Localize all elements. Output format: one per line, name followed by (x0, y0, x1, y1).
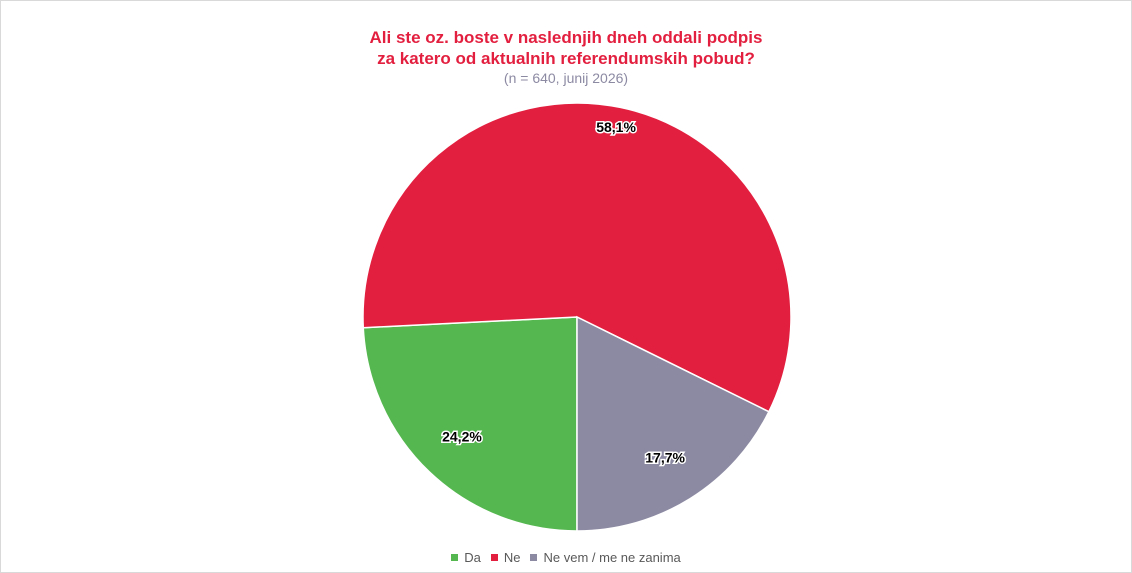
legend-swatch-ne-vem (530, 554, 538, 561)
chart-title-line-1: Ali ste oz. boste v naslednjih dneh odda… (369, 28, 763, 47)
legend-label-ne-vem: Ne vem / me ne zanima (543, 550, 681, 565)
data-label-da: 24,2% (442, 429, 482, 445)
chart-title-line-2: za katero od aktualnih referendumskih po… (377, 49, 755, 68)
legend-swatch-da (451, 554, 459, 561)
legend-item-ne: Ne (490, 550, 521, 565)
chart-title: Ali ste oz. boste v naslednjih dneh odda… (1, 27, 1131, 69)
pie-slice-ne-vem (576, 315, 770, 532)
legend-label-ne: Ne (503, 550, 521, 565)
legend: Da Ne Ne vem / me ne zanima (1, 550, 1131, 565)
legend-item-ne-vem: Ne vem / me ne zanima (530, 550, 681, 565)
pie-slice-da (362, 316, 578, 532)
legend-swatch-ne (490, 554, 498, 561)
legend-item-da: Da (451, 550, 481, 565)
pie-slice-ne (362, 102, 792, 413)
data-label-ne: 58,1% (596, 119, 636, 135)
legend-label-da: Da (464, 550, 481, 565)
data-label-ne-vem: 17,7% (645, 449, 685, 465)
chart-subtitle: (n = 640, junij 2026) (503, 70, 629, 86)
